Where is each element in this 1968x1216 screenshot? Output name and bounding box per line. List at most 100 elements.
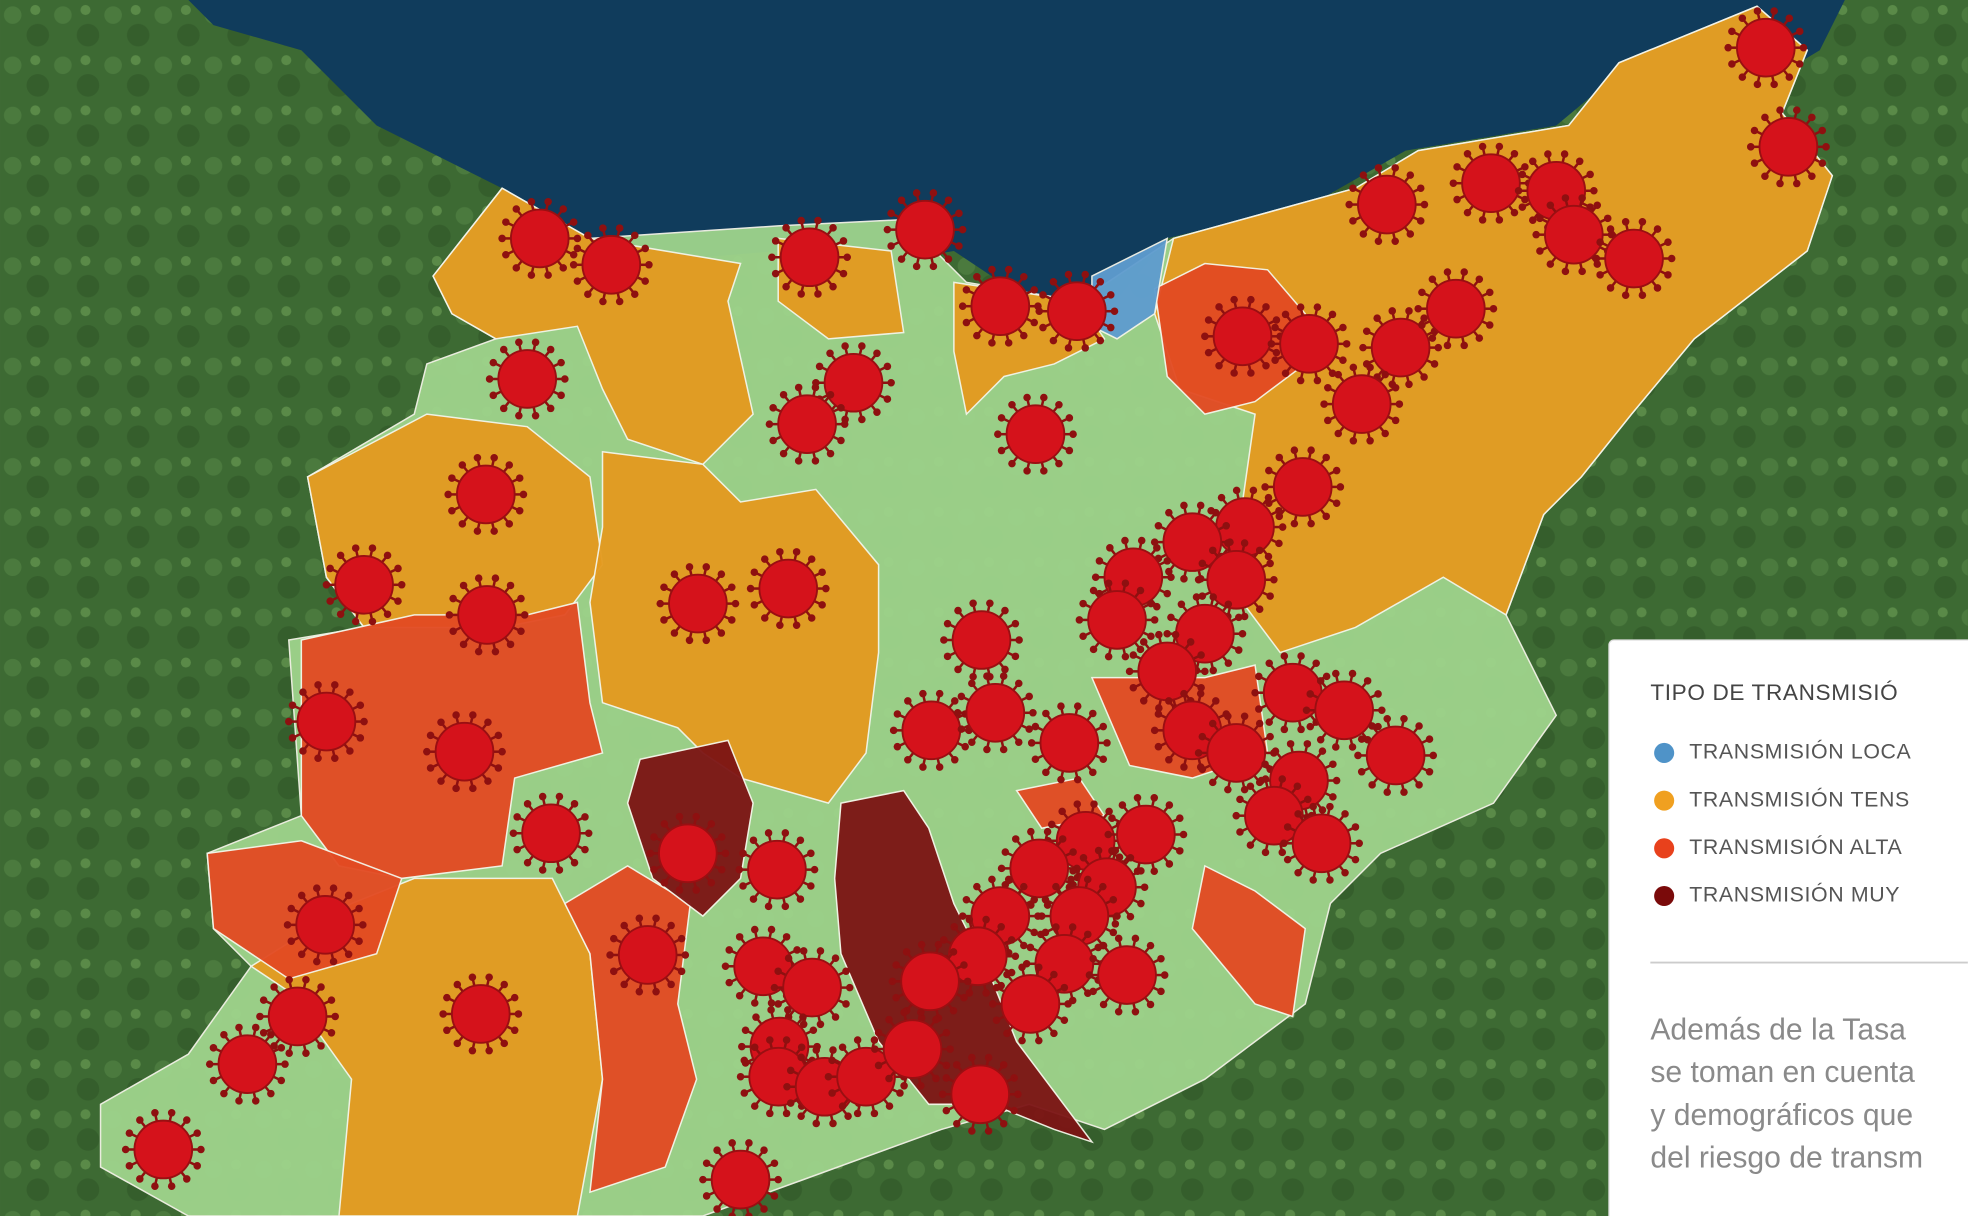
virus-body bbox=[901, 700, 962, 761]
virus-spike bbox=[1544, 150, 1552, 158]
virus-icon bbox=[699, 1139, 782, 1216]
virus-body bbox=[747, 839, 807, 900]
virus-spike bbox=[514, 1010, 523, 1018]
virus-spike bbox=[1155, 704, 1163, 712]
virus-spike bbox=[1280, 725, 1289, 734]
virus-body bbox=[1206, 549, 1267, 610]
virus-spike bbox=[569, 261, 578, 269]
virus-body bbox=[1331, 374, 1392, 434]
virus-body bbox=[823, 352, 884, 413]
virus-spike bbox=[1052, 923, 1060, 931]
legend-item: TRANSMISIÓN LOCA bbox=[1689, 739, 1911, 764]
virus-spike bbox=[1043, 827, 1052, 836]
virus-spike bbox=[1180, 689, 1188, 698]
virus-body bbox=[1461, 153, 1521, 214]
virus-body bbox=[1162, 512, 1223, 572]
virus-spike bbox=[685, 636, 694, 645]
virus-body bbox=[1137, 641, 1198, 702]
legend-item: TRANSMISIÓN TENS bbox=[1689, 786, 1910, 811]
virus-body bbox=[1272, 457, 1333, 517]
virus-body bbox=[758, 558, 819, 619]
legend-swatch bbox=[1654, 838, 1675, 859]
virus-body bbox=[267, 986, 328, 1047]
virus-icon bbox=[569, 224, 653, 306]
virus-body bbox=[965, 682, 1026, 743]
virus-spike bbox=[984, 1127, 993, 1135]
virus-spike bbox=[1081, 270, 1090, 279]
virus-spike bbox=[1793, 179, 1801, 188]
virus-body bbox=[509, 208, 570, 269]
sea bbox=[188, 0, 1845, 314]
virus-icon bbox=[606, 914, 690, 996]
virus-icon bbox=[439, 973, 523, 1055]
virus-icon bbox=[1201, 295, 1284, 377]
virus-spike bbox=[1449, 179, 1458, 187]
virus-body bbox=[295, 895, 355, 955]
virus-spike bbox=[1194, 749, 1203, 757]
virus-body bbox=[581, 234, 642, 295]
virus-body bbox=[1206, 723, 1267, 783]
virus-icon bbox=[1150, 501, 1234, 583]
virus-icon bbox=[1592, 218, 1676, 299]
virus-icon bbox=[1449, 142, 1533, 224]
virus-spike bbox=[313, 884, 321, 892]
note-line: se toman en cuenta bbox=[1650, 1056, 1915, 1089]
virus-body bbox=[217, 1034, 278, 1094]
virus-spike bbox=[1103, 739, 1111, 747]
virus-body bbox=[1279, 314, 1339, 374]
virus-spike bbox=[702, 636, 711, 645]
virus-body bbox=[882, 1019, 943, 1079]
virus-icon bbox=[1280, 802, 1363, 884]
virus-spike bbox=[1131, 934, 1140, 943]
virus-spike bbox=[251, 1023, 260, 1032]
virus-icon bbox=[445, 574, 529, 656]
virus-spike bbox=[1121, 579, 1130, 587]
virus-icon bbox=[322, 544, 406, 626]
virus-spike bbox=[1057, 702, 1065, 710]
virus-spike bbox=[1420, 200, 1429, 209]
virus-spike bbox=[285, 1049, 293, 1057]
virus-icon bbox=[1746, 106, 1830, 188]
virus-body bbox=[782, 957, 842, 1018]
virus-spike bbox=[615, 297, 624, 306]
virus-icon bbox=[936, 915, 1020, 997]
virus-icon bbox=[423, 711, 506, 793]
virus-spike bbox=[1383, 714, 1391, 723]
virus-spike bbox=[1251, 688, 1259, 697]
virus-body bbox=[1291, 813, 1352, 874]
virus-icon bbox=[646, 812, 730, 894]
virus-spike bbox=[1561, 194, 1570, 202]
virus-spike bbox=[1075, 616, 1084, 624]
virus-spike bbox=[1180, 575, 1188, 583]
virus-body bbox=[1087, 590, 1147, 650]
virus-spike bbox=[1391, 237, 1399, 246]
virus-spike bbox=[1776, 179, 1784, 188]
virus-icon bbox=[1302, 669, 1386, 751]
virus-body bbox=[1097, 945, 1157, 1005]
virus-spike bbox=[1018, 1036, 1026, 1045]
virus-spike bbox=[1194, 576, 1203, 584]
virus-icon bbox=[889, 689, 973, 771]
virus-spike bbox=[1224, 539, 1232, 547]
virus-spike bbox=[1027, 739, 1036, 747]
virus-body bbox=[334, 554, 394, 615]
virus-icon bbox=[871, 1008, 954, 1090]
virus-body bbox=[950, 1064, 1011, 1125]
virus-spike bbox=[235, 1023, 243, 1032]
virus-body bbox=[1039, 713, 1100, 773]
virus-icon bbox=[1359, 307, 1443, 389]
virus-body bbox=[1544, 204, 1604, 265]
virus-icon bbox=[888, 940, 972, 1022]
virus-icon bbox=[509, 792, 593, 874]
virus-body bbox=[521, 803, 581, 864]
virus-icon bbox=[1085, 934, 1169, 1016]
virus-body bbox=[900, 951, 960, 1012]
virus-icon bbox=[883, 189, 967, 271]
virus-body bbox=[777, 394, 837, 454]
virus-body bbox=[296, 691, 357, 752]
virus-icon bbox=[989, 963, 1072, 1045]
virus-body bbox=[710, 1149, 771, 1210]
virus-body bbox=[617, 925, 678, 985]
municipality bbox=[1191, 864, 1307, 1018]
virus-body bbox=[133, 1119, 194, 1180]
